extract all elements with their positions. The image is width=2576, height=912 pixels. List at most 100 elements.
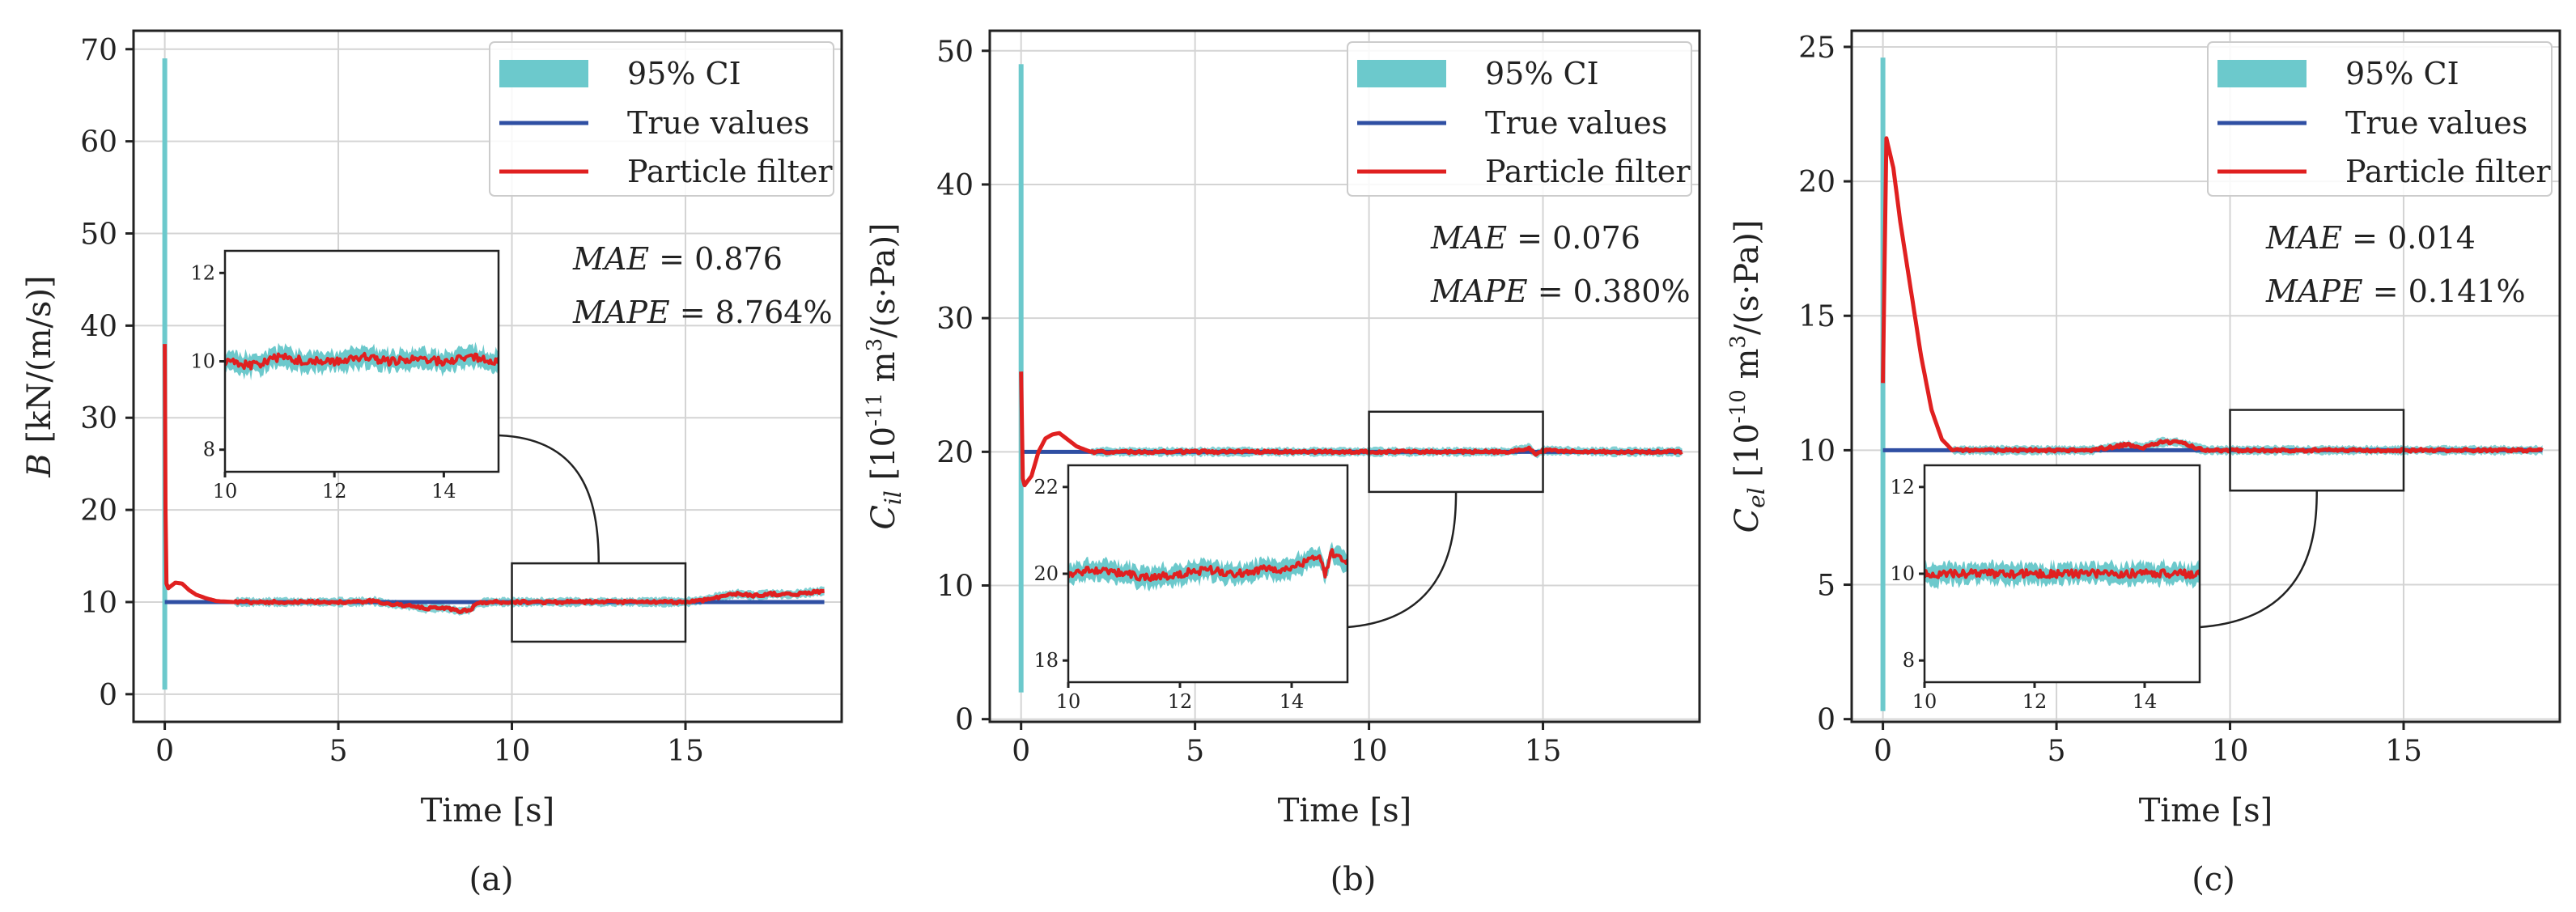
legend-ci-label: 95% CI [1485, 56, 1599, 91]
y-axis-label-exponent-2: 3 [1726, 335, 1751, 349]
inset-x-tick-label: 14 [431, 480, 456, 503]
inset-y-tick-label: 22 [1033, 476, 1059, 498]
legend-ci-swatch [1357, 60, 1446, 87]
mae-value: 0.076 [1552, 220, 1640, 256]
y-tick-label: 0 [99, 679, 117, 712]
mape-label: MAPE [2265, 274, 2363, 309]
mae-equals: = [2342, 220, 2387, 256]
y-tick-label: 60 [80, 126, 117, 159]
x-tick-label: 5 [329, 735, 348, 768]
inset-y-tick-label: 10 [190, 350, 215, 373]
inset-y-tick-label: 12 [190, 261, 215, 284]
y-tick-label: 15 [1798, 300, 1835, 333]
data-layer [1880, 57, 2544, 711]
y-axis-label-symbol: C [865, 505, 902, 530]
mae-label: MAE [1430, 220, 1507, 256]
legend: 95% CI True values Particle filter [2207, 41, 2553, 197]
inset-x-tick-label: 12 [1168, 690, 1193, 713]
inset-x-tick-label: 12 [322, 480, 347, 503]
y-axis-label-subscript: el [1743, 487, 1770, 508]
mape-value: 0.141% [2408, 274, 2526, 309]
caption-c: (c) [2192, 861, 2235, 898]
y-tick-label: 10 [1798, 435, 1835, 468]
inset-x-tick-label: 12 [2022, 690, 2048, 713]
legend-ci-label: 95% CI [627, 56, 741, 91]
x-tick-label: 5 [1186, 735, 1204, 768]
x-axis-label: Time [s] [1278, 792, 1412, 829]
y-tick-label: 30 [936, 303, 974, 336]
inset-data-layer [1925, 558, 2200, 590]
caption-b: (b) [1330, 861, 1377, 898]
ci-spike [1880, 57, 1886, 711]
mape-metric: MAPE = 0.141% [2265, 274, 2526, 309]
inset-y-tick-label: 8 [203, 439, 215, 461]
y-tick-label: 10 [936, 571, 974, 604]
plot-frame [1850, 29, 2561, 723]
legend: 95% CI True values Particle filter [489, 41, 834, 197]
y-axis-label-symbol: C [1729, 508, 1766, 533]
inset-y-tick-label: 18 [1033, 649, 1059, 672]
x-tick-label: 5 [2048, 735, 2066, 768]
ci-band [1952, 436, 2543, 456]
inset-ci-band [225, 341, 499, 381]
inset-particle-filter-line [1068, 548, 1347, 583]
mae-label: MAE [572, 241, 649, 277]
y-tick-label: 0 [955, 704, 974, 737]
y-tick-label: 5 [1817, 570, 1835, 603]
legend-ci-label: 95% CI [2345, 56, 2459, 91]
inset-y-tick-label: 8 [1903, 649, 1915, 672]
particle-filter-line [1881, 136, 2544, 454]
mape-label: MAPE [572, 295, 670, 330]
y-tick-label: 10 [80, 587, 117, 620]
y-tick-label: 20 [1798, 166, 1835, 199]
inset-connector [1347, 491, 1458, 629]
mape-value: 8.764% [715, 295, 833, 330]
mape-value: 0.380% [1573, 274, 1691, 309]
x-tick-label: 0 [155, 735, 174, 768]
inset-x-tick-label: 10 [1056, 690, 1081, 713]
inset-x-tick-label: 14 [2133, 690, 2158, 713]
data-layer [1018, 64, 1683, 693]
mae-equals: = [1507, 220, 1552, 256]
legend-pf-label: Particle filter [2345, 154, 2551, 189]
y-axis-label-subscript: il [880, 490, 906, 505]
chart-panel-a: 0 5 10 15 0 10 20 30 40 50 60 70 Time [s] B [kN/(m/s)… [21, 29, 843, 829]
mae-metric: MAE = 0.076 [1430, 220, 1640, 256]
y-tick-label: 20 [80, 494, 117, 528]
legend-pf-label: Particle filter [1485, 154, 1691, 189]
x-axis-label: Time [s] [2139, 792, 2273, 829]
y-tick-label: 25 [1798, 32, 1835, 65]
inset-particle-filter-line [1925, 568, 2200, 579]
inset-connector [498, 434, 601, 564]
y-tick-label: 0 [1817, 704, 1835, 737]
y-axis-label-unit-3: /(s·Pa)] [1729, 220, 1766, 336]
y-axis-label-unit: [10 [865, 426, 902, 490]
x-tick-label: 15 [667, 735, 704, 768]
y-tick-label: 70 [80, 34, 117, 67]
legend-true-label: True values [627, 105, 809, 141]
inset-connector [2199, 490, 2318, 629]
plot-frame [132, 29, 843, 723]
inset-axes: 10 12 14 18 20 22 [1033, 464, 1349, 713]
particle-filter-line [163, 344, 825, 614]
y-tick-label: 50 [936, 36, 974, 69]
mae-metric: MAE = 0.876 [572, 241, 783, 277]
zoom-box [2229, 409, 2405, 492]
y-axis-label-unit: [kN/(m/s)] [21, 275, 58, 453]
mape-metric: MAPE = 8.764% [572, 295, 833, 330]
mape-equals: = [1528, 274, 1573, 309]
inset-data-layer [1068, 541, 1347, 592]
legend-pf-label: Particle filter [627, 154, 833, 189]
chart-panel-b: 0 5 10 15 0 10 20 30 40 50 Time [s] Cil [10-11 m3/(… [863, 29, 1701, 829]
y-axis-label: Cel [10-10 m3/(s·Pa)] [1726, 220, 1770, 533]
y-axis-label-symbol: B [21, 453, 58, 477]
y-axis-label-exponent: -11 [863, 392, 887, 426]
inset-y-tick-label: 10 [1890, 562, 1915, 585]
particle-filter-line [1019, 371, 1683, 488]
inset-particle-filter-line [225, 351, 499, 371]
x-tick-label: 10 [2212, 735, 2249, 768]
mae-metric: MAE = 0.014 [2265, 220, 2476, 256]
y-axis-label-exponent-2: 3 [863, 338, 887, 352]
legend: 95% CI True values Particle filter [1347, 41, 1692, 197]
zoom-box [1368, 410, 1544, 494]
